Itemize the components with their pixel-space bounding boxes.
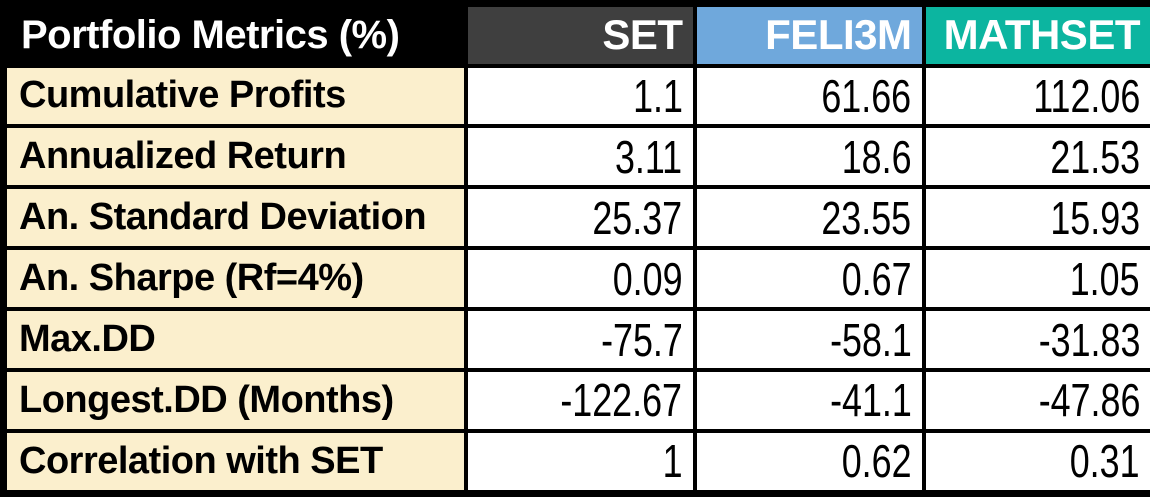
- value-text: -31.83: [1038, 313, 1140, 366]
- table-row: Max.DD -75.7 -58.1 -31.83: [1, 307, 1150, 373]
- value-text: -122.67: [560, 374, 683, 427]
- value-text: 21.53: [1050, 130, 1140, 183]
- table-row: Correlation with SET 1 0.62 0.31: [1, 428, 1150, 496]
- value-cell: 21.53: [921, 124, 1150, 190]
- column-header-set: SET: [463, 1, 697, 68]
- table-row: Longest.DD (Months) -122.67 -41.1 -47.86: [1, 368, 1150, 433]
- value-text: 23.55: [821, 191, 912, 244]
- value-text: 0.67: [841, 252, 912, 305]
- value-text: 18.6: [841, 130, 912, 183]
- value-cell: -75.7: [463, 307, 697, 373]
- value-cell: 0.31: [921, 428, 1150, 496]
- value-cell: 18.6: [692, 124, 926, 190]
- value-cell: -31.83: [921, 307, 1150, 373]
- metric-label-cell: Longest.DD (Months): [1, 368, 468, 433]
- table-row: An. Sharpe (Rf=4%) 0.09 0.67 1.05: [1, 246, 1150, 312]
- value-text: 1.1: [632, 69, 683, 122]
- table-row: Cumulative Profits 1.1 61.66 112.06: [1, 63, 1150, 129]
- value-text: 1: [662, 435, 683, 488]
- value-text: 61.66: [821, 69, 912, 122]
- value-text: 0.62: [841, 435, 912, 488]
- value-cell: 1: [463, 428, 697, 496]
- column-header-mathset: MATHSET: [921, 1, 1150, 68]
- value-cell: 0.62: [692, 428, 926, 496]
- metric-label-cell: An. Standard Deviation: [1, 185, 468, 251]
- table-title: Portfolio Metrics (%): [1, 1, 468, 68]
- value-cell: 25.37: [463, 185, 697, 251]
- metric-label-cell: Cumulative Profits: [1, 63, 468, 129]
- value-cell: 3.11: [463, 124, 697, 190]
- value-cell: -41.1: [692, 368, 926, 433]
- value-cell: -58.1: [692, 307, 926, 373]
- value-cell: 1.1: [463, 63, 697, 129]
- value-text: -41.1: [829, 374, 912, 427]
- table-header-row: Portfolio Metrics (%) SET FELI3M MATHSET: [1, 1, 1150, 68]
- value-text: 3.11: [615, 130, 683, 183]
- value-text: 1.05: [1070, 252, 1140, 305]
- value-text: 0.09: [612, 252, 683, 305]
- value-cell: 0.67: [692, 246, 926, 312]
- value-text: 15.93: [1050, 191, 1140, 244]
- value-cell: 61.66: [692, 63, 926, 129]
- column-header-feli3m: FELI3M: [692, 1, 926, 68]
- value-text: 112.06: [1032, 69, 1140, 122]
- value-text: 0.31: [1070, 435, 1140, 488]
- value-text: 25.37: [592, 191, 683, 244]
- metric-label-cell: Correlation with SET: [1, 428, 468, 496]
- table-row: Annualized Return 3.11 18.6 21.53: [1, 124, 1150, 190]
- value-cell: 15.93: [921, 185, 1150, 251]
- metric-label-cell: Max.DD: [1, 307, 468, 373]
- metric-label-cell: An. Sharpe (Rf=4%): [1, 246, 468, 312]
- value-cell: -47.86: [921, 368, 1150, 433]
- value-cell: -122.67: [463, 368, 697, 433]
- value-cell: 112.06: [921, 63, 1150, 129]
- value-text: -47.86: [1038, 374, 1140, 427]
- metric-label-cell: Annualized Return: [1, 124, 468, 190]
- value-cell: 0.09: [463, 246, 697, 312]
- value-cell: 23.55: [692, 185, 926, 251]
- value-text: -58.1: [829, 313, 912, 366]
- value-cell: 1.05: [921, 246, 1150, 312]
- table-row: An. Standard Deviation 25.37 23.55 15.93: [1, 185, 1150, 251]
- value-text: -75.7: [600, 313, 683, 366]
